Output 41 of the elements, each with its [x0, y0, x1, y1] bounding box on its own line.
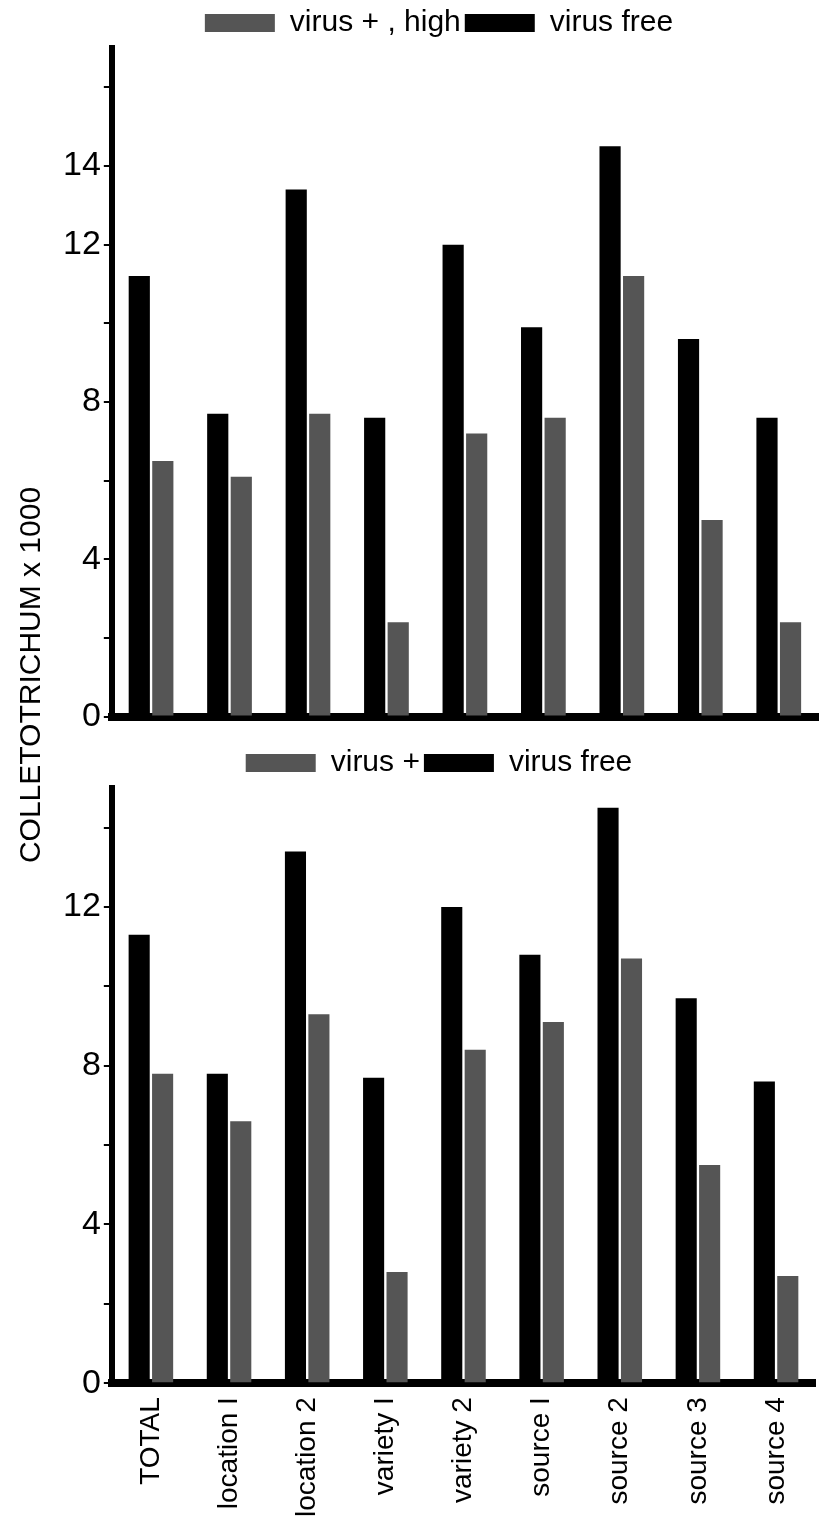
- bar: [152, 1073, 174, 1383]
- x-tick-label: source 3: [680, 1397, 712, 1505]
- bar: [309, 413, 331, 716]
- bar: [620, 958, 643, 1383]
- bar: [230, 1121, 252, 1383]
- legend-label: virus free: [508, 744, 633, 778]
- bar: [466, 433, 488, 716]
- y-axis-title: COLLETOTRICHUM x 1000: [13, 486, 47, 864]
- y-tick-label: 8: [81, 1044, 101, 1083]
- y-tick-label: 4: [81, 1202, 101, 1241]
- bar: [777, 1276, 799, 1383]
- bar: [542, 1022, 564, 1383]
- legend-label: virus free: [549, 4, 674, 38]
- bar: [387, 622, 409, 716]
- bar: [386, 1272, 408, 1383]
- bar: [152, 460, 174, 716]
- bar: [308, 1014, 330, 1383]
- x-tick-label: source 4: [758, 1397, 790, 1505]
- y-tick-label: 12: [62, 223, 101, 262]
- y-tick-label: 12: [62, 885, 101, 924]
- y-tick-label: 8: [81, 380, 101, 419]
- y-tick-label: 4: [81, 537, 101, 576]
- bar: [230, 476, 252, 716]
- bar: [701, 519, 723, 716]
- x-tick-label: variety I: [368, 1397, 400, 1496]
- bar: [544, 417, 566, 716]
- bar: [779, 622, 802, 716]
- y-tick-label: 0: [81, 1361, 101, 1400]
- legend-label: virus + , high: [289, 4, 461, 38]
- y-tick-label: 14: [62, 144, 101, 183]
- legend-label: virus +: [330, 744, 420, 778]
- bar: [699, 1164, 721, 1383]
- x-tick-label: variety 2: [446, 1397, 478, 1503]
- x-tick-label: TOTAL: [133, 1397, 165, 1485]
- bar: [623, 276, 645, 716]
- x-tick-label: source 2: [602, 1397, 634, 1505]
- x-tick-label: source I: [524, 1397, 556, 1497]
- bar: [464, 1049, 486, 1383]
- x-tick-label: location 2: [289, 1397, 321, 1518]
- x-tick-label: location I: [211, 1397, 243, 1510]
- y-tick-label: 0: [81, 694, 101, 733]
